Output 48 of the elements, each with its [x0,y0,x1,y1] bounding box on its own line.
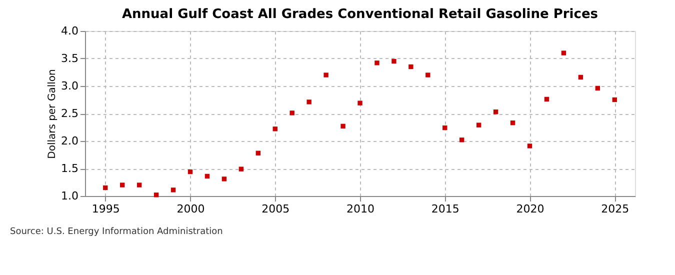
point [306,100,312,104]
point [154,192,159,198]
point [340,124,346,128]
point [238,166,244,172]
point [204,174,210,179]
x-tick-label: 2000 [176,202,205,216]
y-tick-label: 2.0 [61,134,78,148]
x-tick-label: 2005 [262,202,290,216]
x-tick-label: 2025 [601,202,630,216]
point [256,150,260,156]
y-tick-label: 2.5 [61,107,78,120]
y-axis-title: Dollars per Gallon [47,69,58,159]
y-tick-label: 4.0 [61,24,78,38]
point [408,64,414,70]
x-tick-label: 2015 [431,202,460,216]
point [595,86,600,91]
point [272,126,278,132]
point [374,60,380,66]
x-tick-label: 2010 [346,202,374,216]
point [290,110,294,116]
point [188,169,193,174]
point [358,100,362,106]
x-tick-label: 1995 [92,202,120,216]
point [578,74,584,80]
y-tick-label: 1.5 [61,162,78,175]
point [476,122,482,128]
point [426,72,430,78]
source-note: Source: U.S. Energy Information Administration [10,227,223,237]
point [493,110,498,114]
point [136,182,142,188]
y-tick-label: 1.0 [61,190,78,202]
point [460,138,464,142]
chart-title: Annual Gulf Coast All Grades Conventional Retail Gasoline Prices [122,7,598,22]
y-tick-label: 3.0 [61,80,78,92]
point [103,185,108,190]
point [222,176,227,182]
point [170,188,176,192]
point [392,58,396,64]
y-tick-label: 3.5 [61,52,78,65]
point [527,144,532,148]
point [612,97,617,102]
x-tick-label: 2020 [516,202,544,216]
point [544,96,550,102]
point [120,182,125,188]
point [442,125,448,130]
point [324,72,328,78]
point [510,120,516,126]
point [561,50,566,56]
